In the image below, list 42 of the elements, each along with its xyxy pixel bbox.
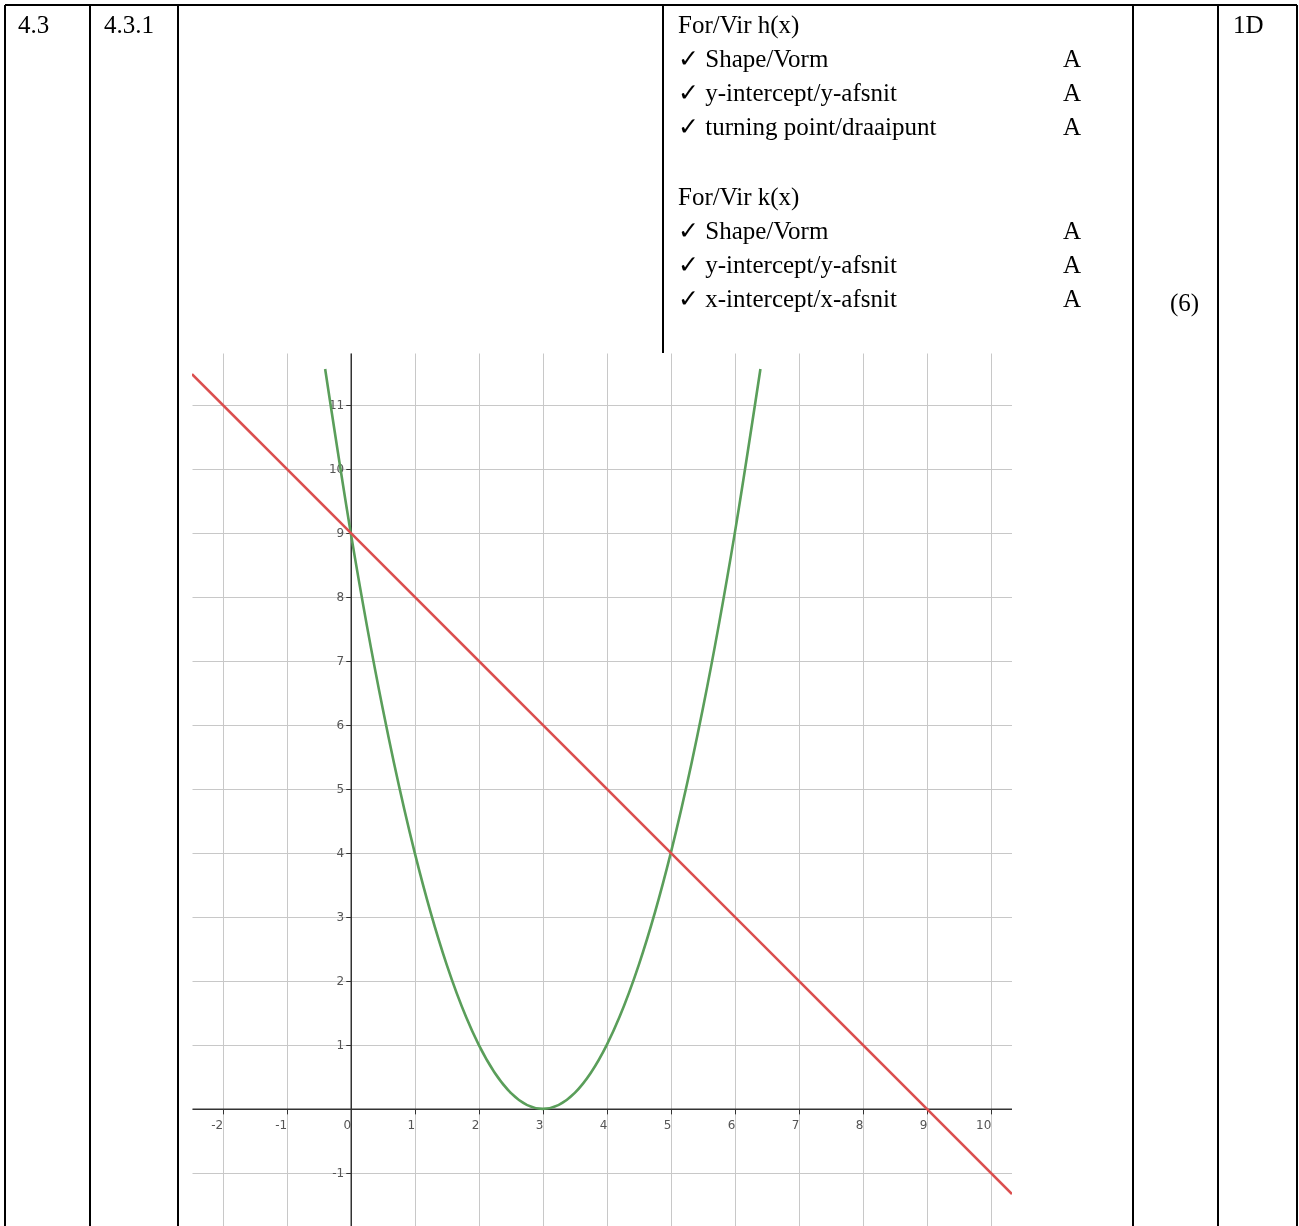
text: A [1063,44,1082,74]
y-tick-label: 8 [336,590,345,605]
text: A [1063,284,1082,314]
x-tick-label: 9 [919,1118,928,1133]
y-tick-label: -1 [332,1166,345,1181]
text: A [1063,250,1082,280]
x-tick-label: 2 [471,1118,480,1133]
x-tick-label: 10 [976,1118,992,1133]
x-tick-label: 1 [407,1118,416,1133]
text: For/Vir k(x) [678,182,800,212]
text: 1D [1233,10,1264,40]
x-tick-label: -2 [211,1118,224,1133]
x-tick-label: 5 [663,1118,672,1133]
y-tick-label: 7 [336,654,345,669]
text: ✓ turning point/draaipunt [678,112,937,142]
text: (6) [1170,288,1200,318]
y-tick-label: 1 [336,1038,345,1053]
text: ✓ Shape/Vorm [678,44,829,74]
text: 4.3.1 [104,10,154,40]
y-tick-label: 5 [336,782,345,797]
x-tick-label: 3 [535,1118,544,1133]
x-tick-label: 8 [855,1118,864,1133]
y-tick-label: 9 [336,526,345,541]
text: 4.3 [18,10,50,40]
x-tick-label: -1 [275,1118,288,1133]
line-series [323,367,762,1111]
y-tick-label: 6 [336,718,345,733]
text: ✓ Shape/Vorm [678,216,829,246]
y-tick-label: 3 [336,910,345,925]
x-tick-label: 7 [791,1118,800,1133]
text: ✓ x-intercept/x-afsnit [678,284,897,314]
text: A [1063,78,1082,108]
text: ✓ y-intercept/y-afsnit [678,78,897,108]
text: ✓ y-intercept/y-afsnit [678,250,897,280]
y-tick-label: 4 [336,846,345,861]
y-tick-label: 2 [336,974,345,989]
text: For/Vir h(x) [678,10,800,40]
text: A [1063,216,1082,246]
x-tick-label: 4 [599,1118,608,1133]
text: A [1063,112,1082,142]
x-tick-label: 6 [727,1118,736,1133]
line-series [192,372,1012,1196]
